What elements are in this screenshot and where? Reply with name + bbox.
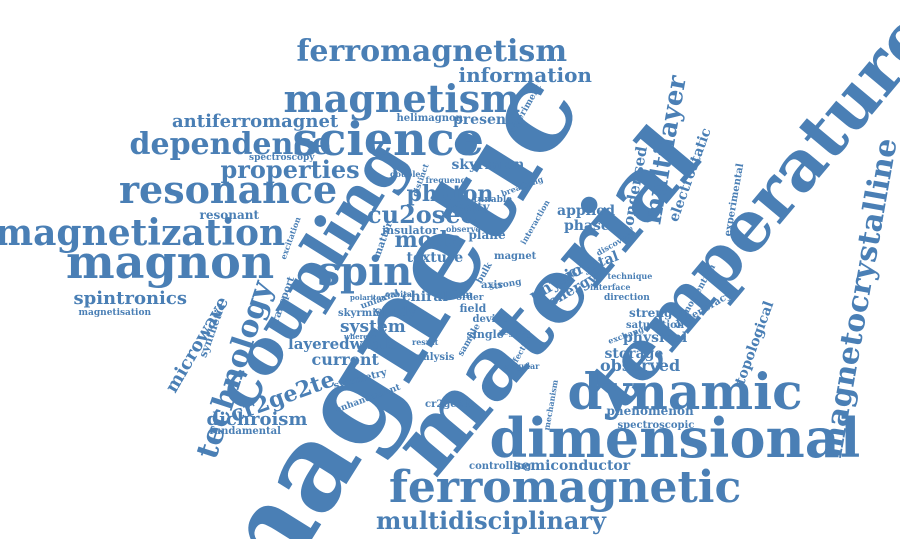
word-magnon: magnon [66, 235, 275, 289]
word-dimensional: dimensional [489, 406, 861, 470]
word-physical: physical [623, 330, 688, 346]
word-dichroism: dichroism [206, 409, 308, 430]
word-magnet: magnet [494, 251, 537, 262]
word-spintronics: spintronics [73, 288, 187, 309]
word-science: science [292, 112, 484, 166]
word-magnetisation: magnetisation [78, 307, 152, 318]
word-order: order [456, 292, 484, 303]
word-magnetism: magnetism [283, 76, 521, 121]
word-observe: observe [446, 224, 481, 234]
word-magnetization: magnetization [0, 212, 286, 254]
word-fundamental: fundamental [209, 426, 281, 437]
word-resonant: resonant [199, 208, 259, 222]
word-multidisciplinary: multidisciplinary [376, 506, 606, 535]
word-angular: angular [504, 361, 540, 371]
word-texture: texture [406, 250, 464, 266]
word-presence: presence [453, 112, 524, 128]
word-double: double [390, 169, 421, 179]
word-technique: technique [607, 271, 653, 281]
word-spin: spin [317, 248, 413, 295]
word-layeredwaals: layeredwaals [288, 334, 397, 353]
word-saturation: saturation [626, 320, 685, 331]
word-tunable: tunable [473, 194, 513, 205]
word-phenomenon: phenomenon [606, 404, 694, 418]
word-strength: strength [629, 306, 687, 320]
word-plane: plane [468, 228, 506, 242]
word-field: field [459, 301, 487, 315]
word-ferromagnetism: ferromagnetism [296, 34, 568, 69]
word-study: study [374, 304, 417, 320]
word-interface: interface [590, 282, 631, 292]
word-device: device [472, 314, 508, 325]
word-single: single [466, 327, 504, 341]
word-dynamic: dynamic [567, 362, 803, 421]
word-spectroscopic: spectroscopic [617, 420, 695, 431]
word-dependence: dependence [129, 127, 331, 162]
word-cavity: cavity [450, 200, 490, 214]
word-phase: phase [564, 218, 610, 234]
word-regime: regime [499, 327, 531, 337]
word-antiferromagnet: antiferromagnet [172, 111, 339, 132]
word-information: information [458, 63, 592, 87]
word-ferromagnetic: ferromagnetic [389, 462, 742, 513]
word-skyrmions: skyrmions [338, 308, 396, 319]
word-orbital: orbital [385, 289, 416, 299]
word-cu2oseo: cu2oseo [367, 200, 477, 229]
word-result: result [412, 337, 439, 347]
word-chiral: chiral [402, 289, 448, 305]
word-semiconductor: semiconductor [513, 458, 631, 474]
word-film: film [451, 290, 473, 301]
word-controlling: controlling [469, 461, 532, 472]
word-cr2ge2te: cr2ge2te [425, 399, 475, 410]
word-whereas: whereas [344, 331, 377, 341]
word-current: current [311, 350, 379, 369]
word-analysis: analysis [409, 352, 455, 363]
word-system: system [340, 316, 406, 337]
word-storage: storage [604, 346, 664, 362]
word-properties: properties [220, 155, 360, 184]
word-applied: applied [557, 203, 615, 219]
word-axis: axis [481, 280, 503, 291]
word-frequency: frequency [425, 175, 471, 185]
word-observed: observed [600, 356, 681, 375]
word-skyrmion: skyrmion [451, 157, 525, 173]
word-resonance: resonance [119, 167, 338, 212]
word-spectroscopy: spectroscopy [249, 152, 315, 163]
word-helimagnon: helimagnon [396, 113, 464, 124]
word-mode: mode [394, 227, 462, 253]
word-insulator: insulator [382, 223, 438, 237]
word-polariton: polariton [350, 292, 387, 302]
word-photon: photon [406, 181, 494, 207]
word-direction: direction [604, 292, 650, 303]
